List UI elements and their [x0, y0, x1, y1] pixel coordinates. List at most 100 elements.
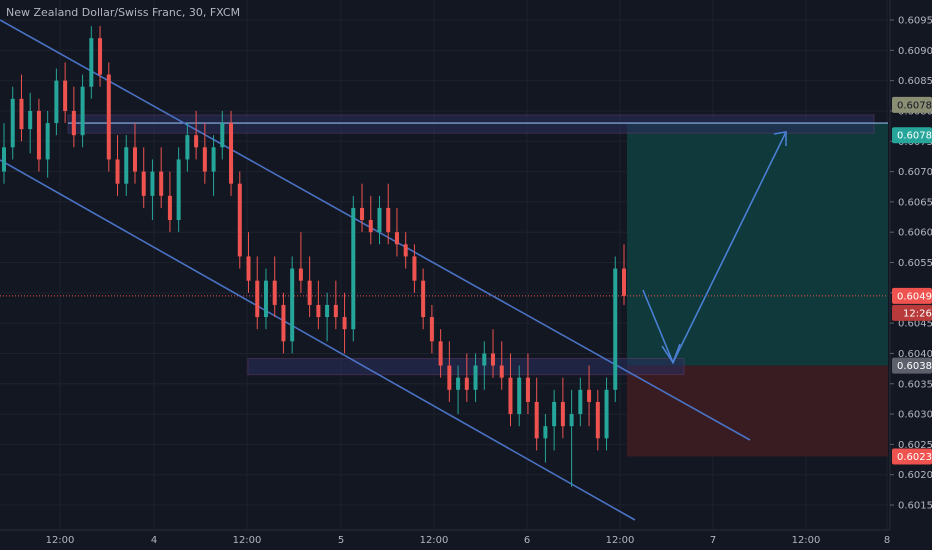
time-tick-label: 6 [524, 535, 530, 546]
arrowhead-down [661, 343, 681, 365]
countdown-label: 12:26 [903, 308, 932, 319]
candle-body [63, 80, 68, 111]
time-tick-label: 8 [884, 535, 890, 546]
candle-body [106, 74, 111, 160]
current-price-tag: 0.60495 [897, 291, 932, 302]
candle-body [167, 195, 172, 221]
time-tick-label: 12:00 [233, 535, 262, 546]
candle-body [89, 38, 94, 87]
candle-body [185, 135, 190, 160]
resistance-zone [67, 114, 875, 134]
candle-body [552, 401, 557, 427]
time-tick-label: 7 [710, 535, 716, 546]
candle-body [124, 147, 129, 184]
candle-body [377, 207, 382, 233]
candle-body [298, 268, 303, 281]
candle-body [622, 268, 626, 296]
candle-body [316, 304, 321, 318]
candle-body [10, 98, 15, 148]
candle-body [141, 171, 146, 196]
candle-body [272, 280, 277, 305]
candle-body [482, 353, 487, 366]
candle-body [333, 304, 338, 318]
candle-body [517, 377, 522, 415]
candle-body [421, 280, 426, 318]
time-tick-label: 12:00 [606, 535, 635, 546]
candle-body [351, 207, 356, 330]
candle-body [246, 256, 251, 281]
candle-body [325, 304, 330, 318]
candle-body [587, 389, 592, 402]
candle-body [473, 365, 478, 390]
candle-body [202, 147, 207, 172]
candle-body [604, 389, 609, 439]
candle-body [19, 98, 24, 130]
stop-price-tag-bg [892, 448, 932, 465]
candle-body [98, 38, 103, 75]
candle-body [438, 341, 443, 366]
candle-body [28, 110, 33, 130]
candle-body [464, 377, 469, 390]
candle-body [534, 401, 539, 439]
candle-body [255, 280, 260, 318]
arrowhead-up [773, 131, 787, 146]
stop-zone [627, 365, 888, 457]
candle-body [491, 353, 496, 366]
target-zone [627, 123, 888, 366]
candle-body [525, 377, 530, 402]
candle-body [543, 426, 548, 439]
channel-upper-line [0, 19, 751, 441]
candle-body [560, 401, 565, 427]
candle-body [80, 86, 85, 136]
candle-body [211, 147, 216, 172]
candle-body [499, 365, 504, 378]
candle-body [429, 317, 434, 342]
candle-body [54, 80, 59, 124]
candle-body [263, 280, 268, 318]
candle-body [595, 401, 600, 439]
candle-body [394, 232, 399, 245]
candle-body [290, 268, 295, 342]
time-tick-label: 12:00 [420, 535, 449, 546]
candle-body [508, 377, 513, 415]
candle-body [447, 365, 452, 390]
candle-body [569, 414, 574, 427]
candle-body [342, 317, 347, 330]
countdown-bg [892, 304, 932, 321]
candle-body [578, 389, 583, 415]
candle-body [220, 123, 225, 148]
candle-body [456, 377, 461, 390]
candle-body [386, 207, 391, 233]
candle-body [237, 183, 242, 257]
candle-body [403, 244, 408, 257]
candle-body [132, 147, 137, 172]
candle-body [229, 123, 234, 184]
candle-body [150, 171, 155, 196]
target-price-tag-bg [892, 127, 932, 144]
candle-body [194, 135, 199, 148]
zone-price-tag-bg [892, 96, 932, 113]
current-price-tag-bg [892, 287, 932, 304]
candle-body [159, 171, 164, 196]
candle-body [36, 110, 41, 160]
candle-body [115, 159, 120, 184]
